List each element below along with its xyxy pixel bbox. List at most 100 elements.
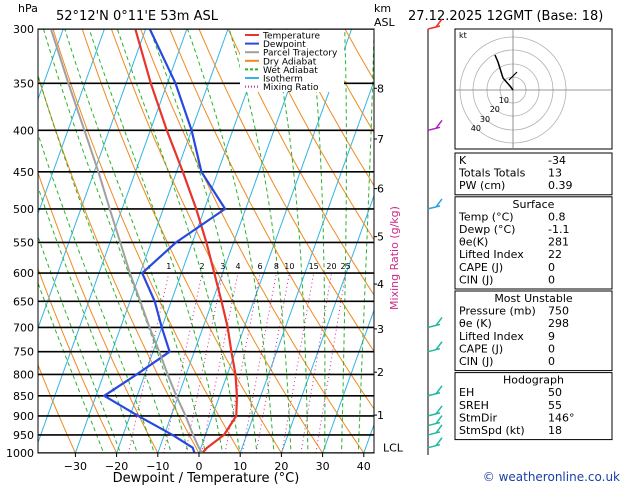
skewt-plot-area: 1 2 3 4 6 8 10 15 20 25	[38, 29, 374, 453]
storm-motion-arrow	[508, 71, 518, 81]
wind-barb	[427, 405, 443, 417]
wet-adiabat-line	[357, 29, 374, 453]
pressure-tick-label: 650	[13, 295, 34, 308]
isotherm-line	[38, 29, 188, 444]
index-label: SREH	[459, 399, 489, 412]
index-label: θe (K)	[459, 317, 492, 330]
mixing-ratio-line	[224, 273, 261, 453]
x-axis-title: Dewpoint / Temperature (°C)	[113, 471, 300, 486]
pressure-tick-label: 700	[13, 321, 34, 334]
indices-section	[454, 290, 613, 372]
isobar-lines	[38, 29, 374, 453]
legend-entry: Parcel Trajectory	[263, 49, 338, 59]
index-value: 9	[548, 330, 555, 343]
height-km-axis: 1 2 3 4 5 6 7 8 LCL	[374, 82, 404, 455]
index-label: Dewp (°C)	[459, 223, 515, 236]
isotherm-line	[74, 29, 229, 453]
mixing-ratio-line	[241, 273, 277, 453]
indices-section	[454, 152, 613, 196]
index-value: 146°	[548, 411, 575, 424]
height-unit-top: km	[374, 2, 391, 15]
pressure-tick-label: 500	[13, 203, 34, 216]
dry-adiabat-line	[227, 29, 374, 296]
wind-barb	[427, 18, 443, 30]
wet-adiabat-line	[38, 132, 155, 453]
pressure-tick-label: 750	[13, 346, 34, 359]
wet-adiabat-line	[64, 29, 207, 453]
mixing-ratio-label: 2	[200, 262, 205, 271]
profile-series	[49, 29, 238, 453]
height-tick-label: 2	[377, 366, 384, 379]
isotherm-line	[322, 308, 374, 453]
index-label: Pressure (mb)	[459, 305, 536, 318]
plot-frame	[37, 28, 375, 454]
temperature-tick-label: 0	[196, 460, 203, 473]
index-label: Lifted Index	[459, 330, 524, 343]
mixing-ratio-label: 8	[274, 262, 279, 271]
hodograph-ring-label: 30	[480, 115, 490, 124]
isotherm-line	[198, 29, 353, 453]
index-label: CAPE (J)	[459, 261, 503, 274]
legend-entry: Wet Adiabat	[263, 66, 318, 76]
wind-barbs	[427, 18, 443, 455]
index-value: -34	[548, 154, 566, 167]
isotherm-line	[38, 29, 147, 330]
legend-entry: Mixing Ratio	[263, 83, 319, 93]
wind-barb	[427, 424, 443, 436]
index-label: θe(K)	[459, 236, 488, 249]
index-label: EH	[459, 386, 474, 399]
dry-adiabat-line	[38, 267, 118, 453]
pressure-tick-label: 850	[13, 390, 34, 403]
wind-barb	[427, 316, 443, 329]
temperature-tick-label: −30	[64, 460, 87, 473]
pressure-tick-label: 800	[13, 368, 34, 381]
mixing-ratio-label: 6	[258, 262, 263, 271]
indices-table: K -34 Totals Totals 13 PW (cm) 0.39 SurfaceTem…	[454, 152, 613, 441]
wind-barb	[427, 341, 443, 353]
surface-title: Surface	[513, 198, 555, 211]
index-value: 13	[548, 167, 562, 180]
mixing-ratio-label: 1	[166, 262, 171, 271]
wind-barb	[427, 437, 443, 449]
height-tick-label: 1	[377, 409, 384, 422]
mixing-ratio-line	[281, 273, 315, 453]
parcel-trajectory-line	[49, 29, 204, 453]
location-title: 52°12'N 0°11'E 53m ASL	[56, 9, 219, 24]
wet-adiabat-line	[88, 29, 224, 453]
lcl-label: LCL	[383, 442, 404, 455]
indices-section	[454, 372, 613, 441]
mixing-ratio-labels: 1 2 3 4 6 8 10 15 20 25	[166, 262, 350, 271]
height-tick-label: 8	[377, 82, 384, 95]
pressure-tick-label: 900	[13, 410, 34, 423]
hodograph-frame	[454, 28, 613, 150]
isotherm-line	[280, 194, 374, 453]
pressure-tick-label: 950	[13, 429, 34, 442]
index-label: Temp (°C)	[458, 210, 514, 223]
pressure-tick-label: 550	[13, 236, 34, 249]
temperature-axis: −30 −20 −10 0 10 20 30 40	[64, 453, 371, 473]
mixing-ratio-line	[300, 273, 333, 453]
dry-adiabat-line	[286, 29, 374, 187]
hodograph-trace	[494, 54, 514, 91]
dry-adiabat-line	[198, 29, 374, 353]
pressure-axis: 300 350 400 450 500 550 600 650 700 750 800 850 900 9…	[6, 23, 34, 460]
wind-barb	[427, 415, 443, 427]
dry-adiabat-line	[81, 29, 282, 453]
pressure-tick-label: 1000	[6, 447, 34, 460]
dry-adiabat-line	[38, 171, 159, 453]
pressure-tick-label: 600	[13, 267, 34, 280]
mixing-ratio-label: 15	[309, 262, 319, 271]
index-label: K	[459, 154, 467, 167]
index-value: 55	[548, 399, 562, 412]
index-value: 298	[548, 317, 569, 330]
mixing-ratio-label: 3	[220, 262, 225, 271]
isotherm-line	[38, 29, 105, 216]
index-label: CIN (J)	[459, 273, 493, 286]
mixing-ratio-lines	[127, 272, 347, 453]
index-value: 50	[548, 386, 562, 399]
legend-entry: Isotherm	[263, 75, 303, 85]
temperature-tick-label: 10	[233, 460, 247, 473]
wet-adiabat-line	[42, 29, 189, 453]
